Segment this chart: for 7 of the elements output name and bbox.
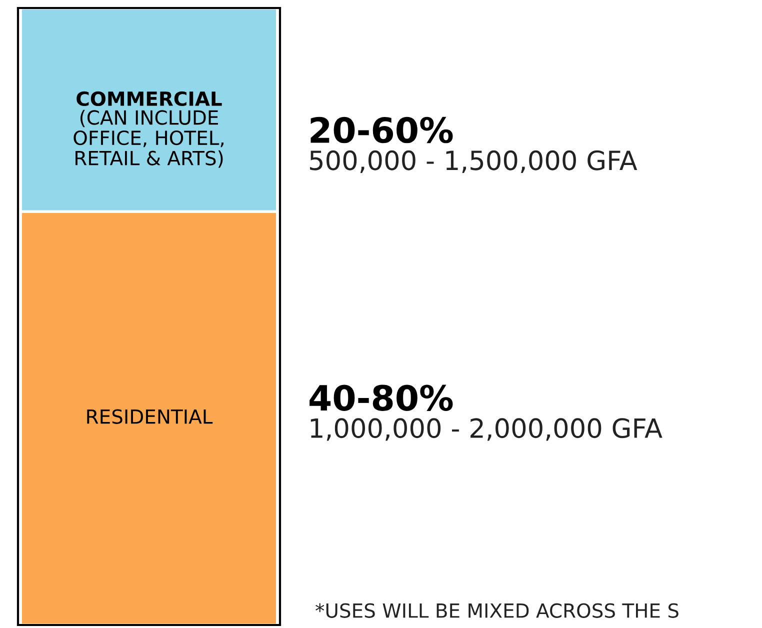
text: *USES WILL BE MIXED ACROSS THE S — [316, 603, 678, 618]
series-label: RESIDENTIAL — [87, 409, 213, 424]
text: 40-80% — [310, 384, 453, 411]
text: 500,000 - 1,500,000 GFA — [310, 150, 638, 174]
series-label: COMMERCIAL (CAN INCLUDE OFFICE, HOTEL, RETAIL & ARTS) — [74, 91, 224, 168]
text: 20-60% — [310, 116, 453, 144]
text: 1,000,000 - 2,000,000 GFA — [310, 418, 662, 441]
